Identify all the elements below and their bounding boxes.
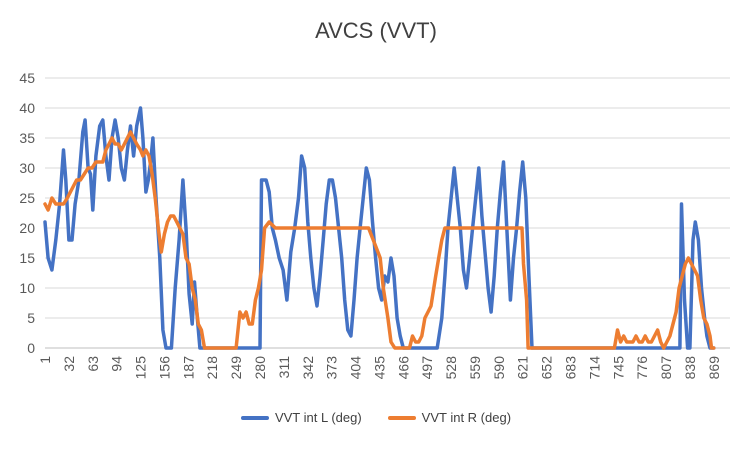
x-tick-label: 342 (300, 356, 316, 380)
legend-item-l: VVT int L (deg) (240, 410, 362, 425)
x-tick-label: 869 (706, 356, 722, 380)
y-tick-label: 25 (19, 190, 35, 206)
x-tick-label: 838 (682, 356, 698, 380)
x-tick-label: 745 (610, 356, 626, 380)
y-tick-label: 35 (19, 130, 35, 146)
legend-item-r: VVT int R (deg) (387, 410, 512, 425)
x-tick-label: 652 (539, 356, 555, 380)
x-tick-label: 466 (395, 356, 411, 380)
chart-title: AVCS (VVT) (315, 18, 437, 43)
x-tick-label: 776 (634, 356, 650, 380)
x-tick-label: 249 (228, 356, 244, 380)
y-tick-label: 20 (19, 220, 35, 236)
x-tick-label: 1 (37, 356, 53, 364)
x-tick-label: 125 (133, 356, 149, 380)
x-tick-label: 528 (443, 356, 459, 380)
x-tick-label: 559 (467, 356, 483, 380)
y-tick-label: 0 (27, 340, 35, 356)
x-tick-label: 187 (180, 356, 196, 380)
series-line-0 (43, 106, 716, 350)
y-axis: 0 5 10 15 20 25 30 35 40 45 (19, 70, 35, 356)
y-tick-label: 15 (19, 250, 35, 266)
legend-label-l: VVT int L (deg) (274, 410, 362, 425)
x-tick-label: 373 (324, 356, 340, 380)
x-tick-label: 218 (204, 356, 220, 380)
legend: VVT int L (deg) VVT int R (deg) (0, 410, 752, 425)
x-axis: 1 32 63 94 125 156 187 218 249 280 311 342 373 404 435… (37, 347, 730, 380)
series-line-1 (43, 130, 716, 350)
x-tick-label: 94 (109, 356, 125, 372)
x-tick-label: 714 (586, 356, 602, 380)
x-tick-label: 311 (276, 356, 292, 379)
y-tick-label: 5 (27, 310, 35, 326)
x-tick-label: 404 (348, 356, 364, 380)
x-tick-label: 32 (61, 356, 77, 372)
x-tick-label: 621 (515, 356, 531, 380)
x-tick-label: 683 (563, 356, 579, 380)
x-tick-label: 156 (156, 356, 172, 380)
legend-swatch-l (240, 415, 269, 420)
y-tick-label: 45 (19, 70, 35, 86)
legend-label-r: VVT int R (deg) (421, 410, 512, 425)
series (43, 106, 716, 350)
x-tick-label: 435 (371, 356, 387, 380)
x-tick-label: 497 (419, 356, 435, 380)
y-tick-label: 30 (19, 160, 35, 176)
x-tick-label: 280 (252, 356, 268, 380)
x-tick-label: 807 (658, 356, 674, 380)
x-tick-label: 590 (491, 356, 507, 380)
x-tick-label: 63 (85, 356, 101, 372)
y-tick-label: 10 (19, 280, 35, 296)
legend-swatch-r (387, 415, 416, 420)
y-tick-label: 40 (19, 100, 35, 116)
